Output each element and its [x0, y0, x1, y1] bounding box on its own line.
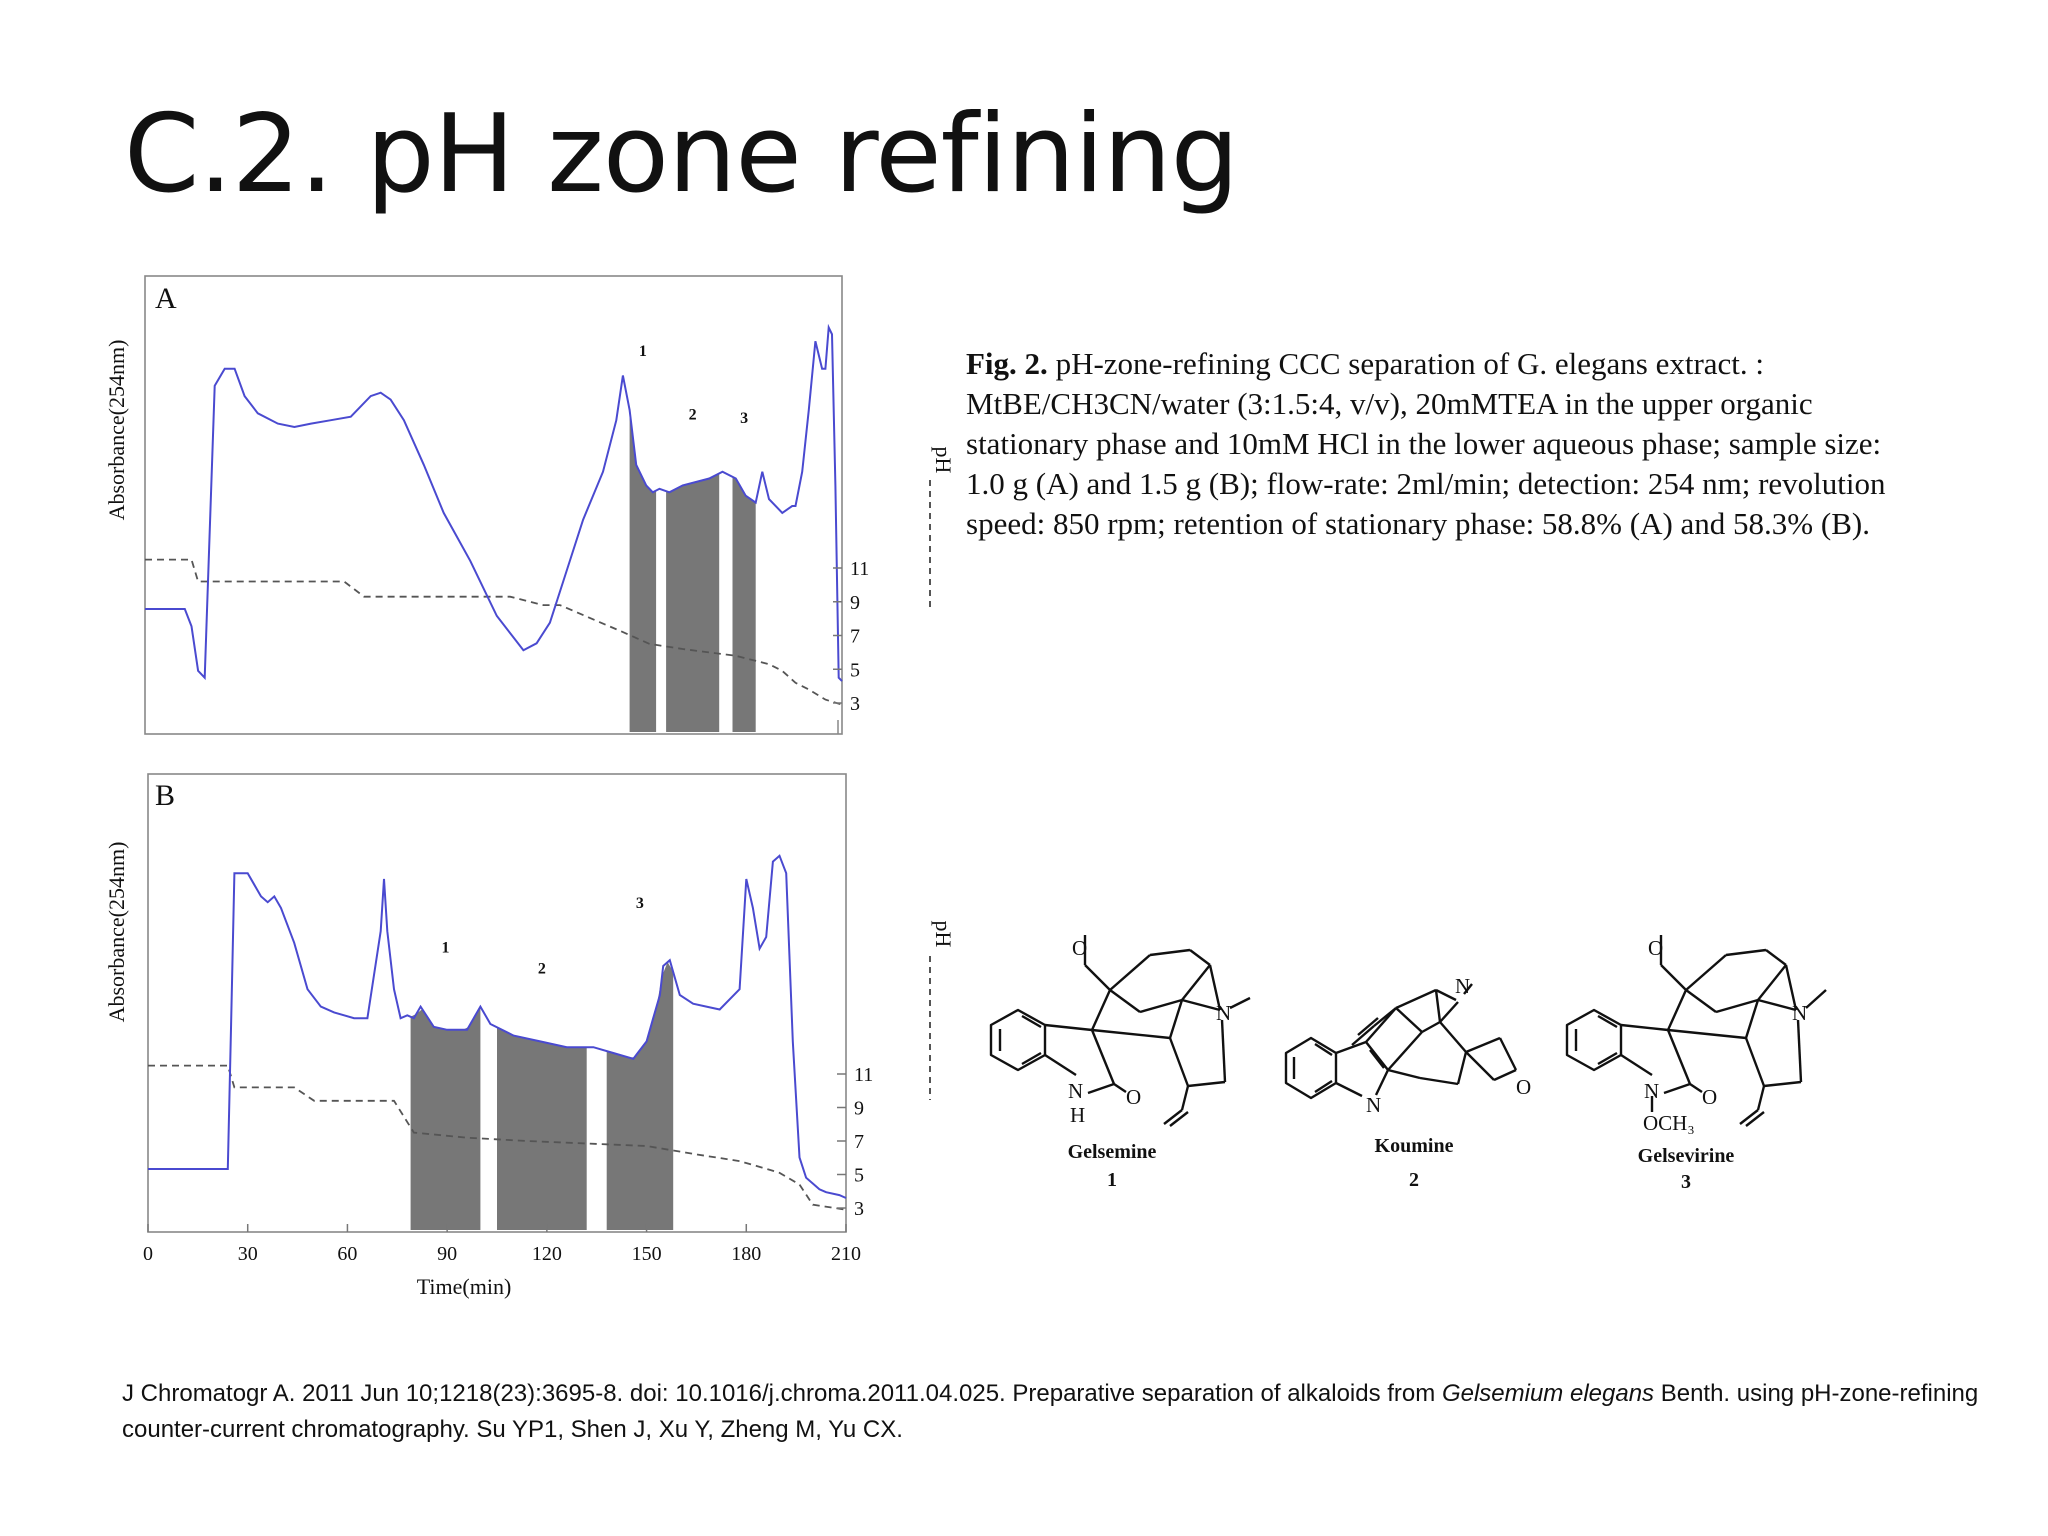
svg-text:N: N [1644, 1079, 1659, 1103]
ph-axis-label-b: pH [931, 921, 956, 948]
compound-name-3: Gelsevirine [1638, 1145, 1735, 1167]
compound-number-1: 1 [1107, 1169, 1117, 1191]
ph-tick-label: 7 [850, 626, 860, 648]
ph-line-b [148, 1064, 847, 1211]
citation-part-1: J Chromatogr A. 2011 Jun 10;1218(23):369… [122, 1380, 1442, 1407]
chromatogram-panel-b: 1 2 3 B Absorbance(254nm) 0 30 60 90 120 150 180… [104, 773, 956, 1299]
fraction-band-1 [629, 409, 657, 732]
compound-name-1: Gelsemine [1068, 1141, 1157, 1163]
compound-number-3: 3 [1681, 1171, 1691, 1193]
x-tick-label: 0 [143, 1243, 153, 1265]
compound-number-2: 2 [1409, 1169, 1419, 1191]
x-axis-label: Time(min) [417, 1274, 512, 1299]
x-tick-label: 60 [337, 1243, 357, 1265]
fraction-band-1 [410, 1006, 481, 1230]
ph-ticks-b: 11 9 7 5 3 [837, 1064, 873, 1220]
caption-label: Fig. 2. [966, 346, 1048, 381]
plot-frame-b [147, 773, 847, 1233]
fractions-a: 1 2 3 [629, 343, 756, 732]
svg-text:OCH₃: OCH₃ [1643, 1111, 1695, 1135]
x-tick-label: 210 [831, 1243, 861, 1265]
fraction-band-2 [497, 1027, 587, 1230]
koumine-structure [1284, 983, 1518, 1100]
svg-text:O: O [1702, 1085, 1717, 1109]
caption-text: pH-zone-refining CCC separation of G. el… [966, 346, 1886, 541]
ph-line-a [145, 558, 843, 706]
gelsevirine-structure [1565, 935, 1827, 1127]
absorbance-line-b [148, 854, 847, 1199]
ph-tick-label: 3 [854, 1198, 864, 1220]
chemical-structures [989, 935, 1827, 1127]
fraction-label-1: 1 [639, 343, 647, 360]
fraction-band-2 [666, 473, 720, 732]
svg-text:H: H [1070, 1103, 1085, 1127]
svg-text:O: O [1648, 936, 1663, 960]
svg-text:O: O [1072, 936, 1087, 960]
y-axis-label-b: Absorbance(254nm) [104, 842, 129, 1023]
chromatogram-panel-a: 1 2 3 A Absorbance(254nm) 11 9 7 5 3 pH [104, 275, 956, 735]
ph-tick-label: 5 [850, 659, 860, 681]
ph-tick-label: 7 [854, 1131, 864, 1153]
ph-ticks-a: 11 9 7 5 3 [833, 558, 869, 715]
citation: J Chromatogr A. 2011 Jun 10;1218(23):369… [122, 1376, 2002, 1448]
fraction-label-2: 2 [538, 960, 546, 977]
compound-name-2: Koumine [1375, 1135, 1454, 1157]
svg-text:N: N [1792, 1001, 1807, 1025]
svg-text:N: N [1068, 1079, 1083, 1103]
ph-tick-label: 3 [850, 693, 860, 715]
gelsemine-structure [989, 935, 1251, 1127]
x-ticks-b: 0 30 60 90 120 150 180 210 [143, 1224, 861, 1265]
x-tick-label: 180 [731, 1243, 761, 1265]
ph-tick-label: 5 [854, 1165, 864, 1187]
svg-text:N: N [1455, 974, 1470, 998]
svg-text:N: N [1366, 1093, 1381, 1117]
panel-label-b: B [155, 779, 175, 812]
x-tick-label: 90 [437, 1243, 457, 1265]
figure-caption: Fig. 2. pH-zone-refining CCC separation … [966, 344, 1926, 544]
fraction-band-3 [732, 476, 756, 732]
citation-part-2: Benth. using pH-zone-refining counter-cu… [122, 1380, 1979, 1443]
svg-text:O: O [1516, 1075, 1531, 1099]
x-tick-label: 30 [238, 1243, 258, 1265]
ph-tick-label: 9 [850, 592, 860, 614]
svg-text:N: N [1216, 1001, 1231, 1025]
ph-tick-label: 11 [850, 558, 869, 580]
ph-tick-label: 9 [854, 1098, 864, 1120]
citation-italic: Gelsemium elegans [1441, 1380, 1655, 1407]
fraction-label-1: 1 [442, 940, 450, 957]
slide-title: C.2. pH zone refining [124, 92, 1239, 217]
fraction-label-3: 3 [740, 410, 748, 427]
y-axis-label-a: Absorbance(254nm) [104, 340, 129, 521]
absorbance-line-a [145, 323, 843, 682]
compound-labels: Gelsemine 1 Koumine 2 Gelsevirine 3 [1068, 1135, 1735, 1193]
ph-axis-label-a: pH [931, 447, 956, 474]
ph-tick-label: 11 [854, 1064, 873, 1086]
svg-text:O: O [1126, 1085, 1141, 1109]
x-tick-label: 150 [632, 1243, 662, 1265]
fraction-band-3 [606, 962, 674, 1230]
fraction-label-3: 3 [636, 895, 644, 912]
x-tick-label: 120 [532, 1243, 562, 1265]
plot-frame-a [144, 275, 843, 735]
panel-label-a: A [155, 282, 177, 315]
fraction-label-2: 2 [689, 406, 697, 423]
fractions-b: 1 2 3 [410, 895, 674, 1230]
